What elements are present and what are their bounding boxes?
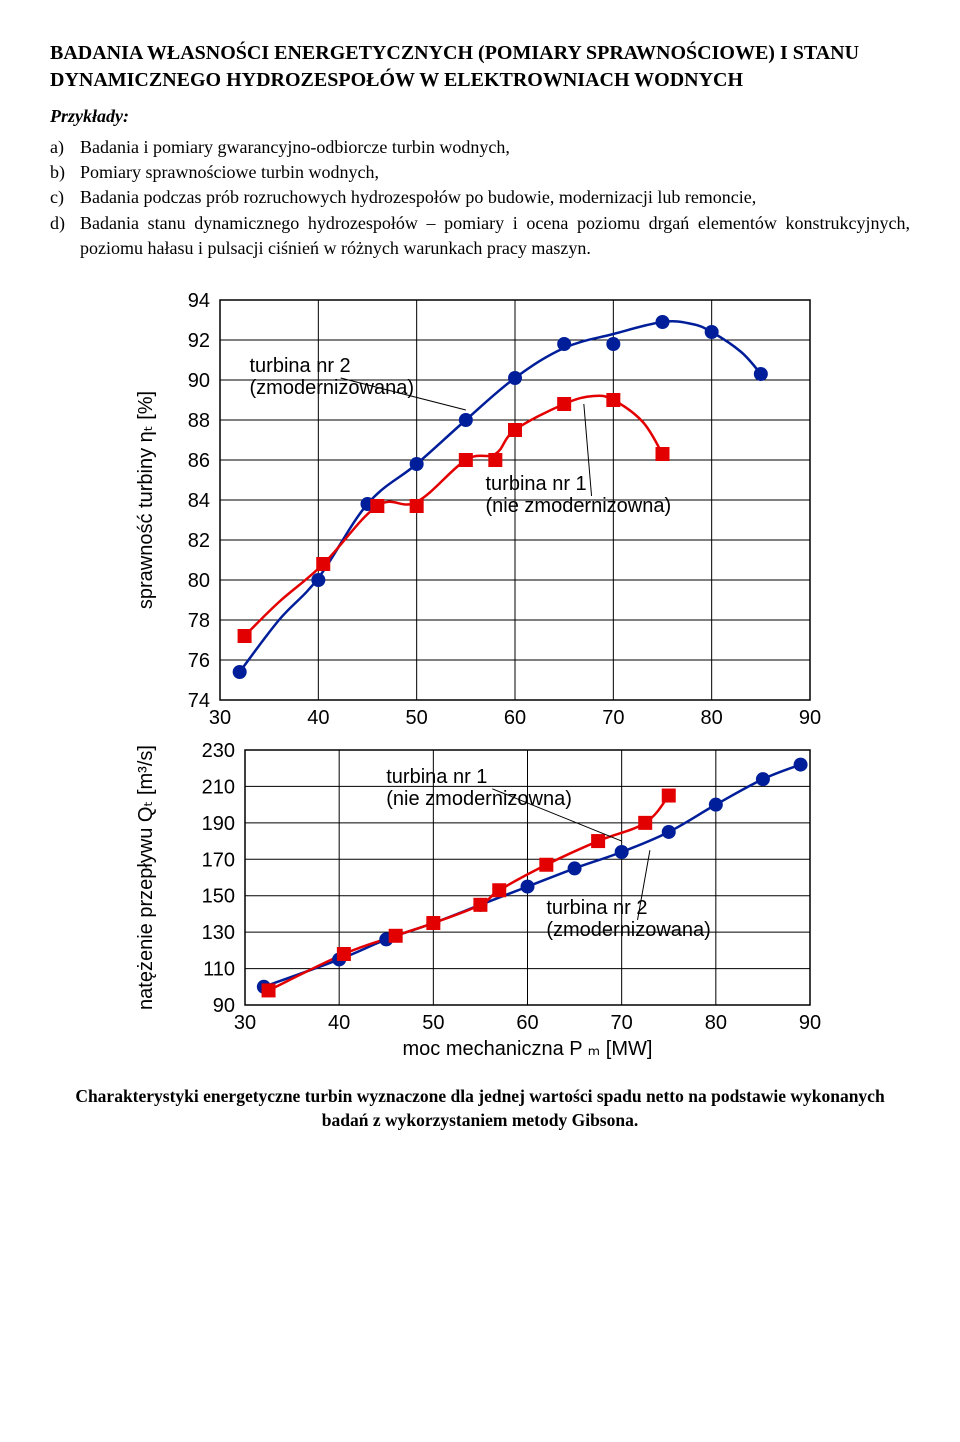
- examples-list: a) Badania i pomiary gwarancyjno-odbiorc…: [50, 135, 910, 261]
- svg-text:40: 40: [328, 1012, 350, 1034]
- figure-caption: Charakterystyki energetyczne turbin wyzn…: [50, 1085, 910, 1132]
- item-text: Badania stanu dynamicznego hydrozespołów…: [80, 211, 910, 261]
- svg-text:50: 50: [422, 1012, 444, 1034]
- svg-text:(nie zmodernizowna): (nie zmodernizowna): [486, 495, 672, 517]
- svg-text:60: 60: [516, 1012, 538, 1034]
- svg-text:(zmodernizowana): (zmodernizowana): [546, 919, 711, 941]
- svg-text:74: 74: [188, 690, 210, 712]
- item-text: Badania i pomiary gwarancyjno-odbiorcze …: [80, 135, 910, 160]
- bullet: b): [50, 160, 80, 185]
- svg-text:90: 90: [213, 995, 235, 1017]
- svg-text:(zmodernizowana): (zmodernizowana): [250, 377, 415, 399]
- svg-text:210: 210: [202, 776, 235, 798]
- flowrate-chart: 30 40 50 60 70 80 90 90 110 130 150 170 190 210 230 tur…: [130, 735, 830, 1065]
- svg-text:turbina nr 2: turbina nr 2: [546, 897, 647, 919]
- examples-label: Przykłady:: [50, 106, 910, 127]
- svg-text:(nie zmodernizowna): (nie zmodernizowna): [386, 788, 572, 810]
- list-item: d) Badania stanu dynamicznego hydrozespo…: [50, 211, 910, 261]
- svg-text:30: 30: [234, 1012, 256, 1034]
- svg-text:230: 230: [202, 740, 235, 762]
- svg-text:turbina nr 2: turbina nr 2: [250, 355, 351, 377]
- svg-text:80: 80: [701, 707, 723, 729]
- svg-text:82: 82: [188, 530, 210, 552]
- svg-text:86: 86: [188, 450, 210, 472]
- svg-text:sprawność turbiny ηₜ [%]: sprawność turbiny ηₜ [%]: [135, 391, 157, 609]
- list-item: c) Badania podczas prób rozruchowych hyd…: [50, 185, 910, 210]
- svg-text:90: 90: [188, 370, 210, 392]
- list-item: a) Badania i pomiary gwarancyjno-odbiorc…: [50, 135, 910, 160]
- charts-container: 30 40 50 60 70 80 90 74 76 78 80 82 84 86 88 90 92 94 turb…: [50, 285, 910, 1065]
- svg-text:76: 76: [188, 650, 210, 672]
- svg-text:60: 60: [504, 707, 526, 729]
- svg-text:78: 78: [188, 610, 210, 632]
- svg-text:130: 130: [202, 922, 235, 944]
- svg-text:80: 80: [705, 1012, 727, 1034]
- svg-text:70: 70: [611, 1012, 633, 1034]
- svg-text:170: 170: [202, 849, 235, 871]
- svg-text:90: 90: [799, 707, 821, 729]
- list-item: b) Pomiary sprawnościowe turbin wodnych,: [50, 160, 910, 185]
- svg-text:150: 150: [202, 886, 235, 908]
- svg-text:70: 70: [602, 707, 624, 729]
- svg-text:30: 30: [209, 707, 231, 729]
- item-text: Pomiary sprawnościowe turbin wodnych,: [80, 160, 910, 185]
- bullet: c): [50, 185, 80, 210]
- svg-text:turbina nr 1: turbina nr 1: [386, 766, 487, 788]
- svg-text:turbina nr 1: turbina nr 1: [486, 473, 587, 495]
- bullet: a): [50, 135, 80, 160]
- svg-text:40: 40: [307, 707, 329, 729]
- svg-text:90: 90: [799, 1012, 821, 1034]
- page-title: BADANIA WŁASNOŚCI ENERGETYCZNYCH (POMIAR…: [50, 40, 910, 94]
- bullet: d): [50, 211, 80, 261]
- svg-text:natężenie przepływu Qₜ [m³/s]: natężenie przepływu Qₜ [m³/s]: [135, 745, 157, 1010]
- svg-text:110: 110: [203, 959, 235, 981]
- svg-text:50: 50: [406, 707, 428, 729]
- svg-text:190: 190: [202, 813, 235, 835]
- efficiency-chart: 30 40 50 60 70 80 90 74 76 78 80 82 84 86 88 90 92 94 turb…: [130, 285, 830, 735]
- svg-text:92: 92: [188, 330, 210, 352]
- item-text: Badania podczas prób rozruchowych hydroz…: [80, 185, 910, 210]
- svg-text:94: 94: [188, 290, 210, 312]
- svg-text:88: 88: [188, 410, 210, 432]
- svg-text:84: 84: [188, 490, 210, 512]
- svg-text:moc mechaniczna P ₘ [MW]: moc mechaniczna P ₘ [MW]: [403, 1038, 653, 1060]
- svg-text:80: 80: [188, 570, 210, 592]
